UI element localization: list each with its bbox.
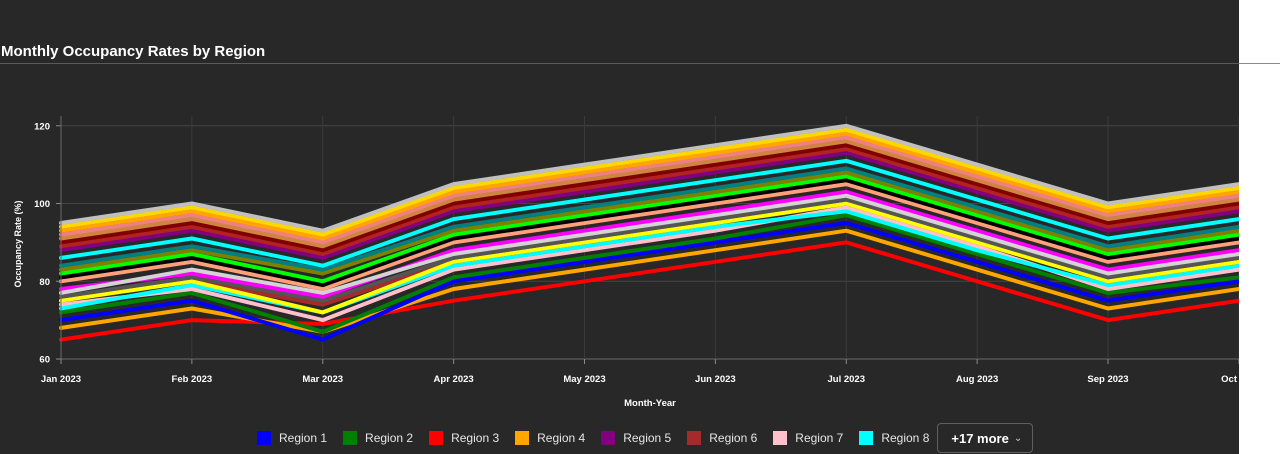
- legend-swatch: [515, 431, 530, 445]
- series-line[interactable]: [59, 143, 1239, 253]
- chevron-down-icon: ⌄: [1013, 432, 1023, 444]
- legend-swatch: [429, 431, 444, 445]
- legend-item[interactable]: Region 3: [429, 431, 499, 445]
- legend-label: Region 4: [537, 431, 586, 445]
- legend-item[interactable]: Region 1: [257, 431, 327, 445]
- x-tick-label: Jun 2023: [695, 374, 736, 385]
- series-line[interactable]: [59, 123, 1239, 233]
- series-line[interactable]: [59, 166, 1239, 272]
- x-tick-label: Jan 2023: [41, 374, 81, 385]
- legend-label: Region 7: [795, 431, 844, 445]
- series-line[interactable]: [59, 170, 1239, 276]
- series-line[interactable]: [59, 197, 1239, 303]
- series-line[interactable]: [59, 221, 1239, 342]
- x-tick-label: Sep 2023: [1087, 374, 1128, 385]
- legend-more-label: +17 more: [951, 430, 1009, 446]
- series-line[interactable]: [59, 174, 1239, 284]
- legend-swatch: [601, 431, 616, 445]
- series-line[interactable]: [59, 193, 1239, 295]
- legend-swatch: [687, 431, 702, 445]
- divider: [1239, 63, 1280, 64]
- chart-panel: Monthly Occupancy Rates by Region 60 80 10…: [0, 0, 1239, 454]
- legend-item[interactable]: Region 8: [859, 431, 929, 445]
- x-tick-label: Jul 2023: [828, 374, 866, 385]
- axes: 60 80 100 120 Jan 2023 Feb 2023 Mar 2023 Apr 20…: [13, 116, 1239, 409]
- legend-swatch: [257, 431, 271, 445]
- x-tick-label: Oct: [1221, 374, 1238, 385]
- legend-label: Region 3: [451, 431, 500, 445]
- y-axis-title: Occupancy Rate (%): [13, 200, 23, 287]
- series-line[interactable]: [59, 182, 1239, 291]
- legend-item[interactable]: Region 4: [515, 431, 585, 445]
- legend-swatch: [773, 431, 788, 445]
- legend: Region 1 Region 2 Region 3 Region 4 Region 5…: [257, 422, 1034, 454]
- series-line[interactable]: [59, 178, 1239, 288]
- series-line[interactable]: [59, 127, 1239, 237]
- legend-item[interactable]: Region 2: [343, 431, 413, 445]
- series-line[interactable]: [59, 151, 1239, 260]
- legend-item[interactable]: Region 5: [601, 431, 671, 445]
- x-tick-label: Apr 2023: [434, 374, 474, 385]
- y-tick-label: 100: [34, 199, 50, 210]
- chart-title: Monthly Occupancy Rates by Region: [1, 43, 266, 60]
- series-line[interactable]: [59, 139, 1239, 249]
- series-line[interactable]: [59, 147, 1239, 256]
- title-divider: [0, 63, 1280, 64]
- series-lines: [59, 123, 1239, 342]
- y-tick-label: 60: [39, 355, 50, 366]
- x-tick-label: Mar 2023: [302, 374, 343, 385]
- y-tick-label: 120: [34, 121, 50, 132]
- series-line[interactable]: [59, 158, 1239, 268]
- legend-swatch: [859, 431, 874, 445]
- legend-item[interactable]: Region 6: [687, 431, 757, 445]
- legend-label: Region 5: [623, 431, 672, 445]
- legend-label: Region 1: [279, 431, 328, 445]
- legend-swatch: [343, 431, 358, 445]
- series-line[interactable]: [59, 201, 1239, 315]
- line-chart: 60 80 100 120 Jan 2023 Feb 2023 Mar 2023 Apr 20…: [13, 116, 1239, 409]
- legend-label: Region 6: [709, 431, 758, 445]
- series-line[interactable]: [59, 131, 1239, 241]
- legend-label: Region 8: [881, 431, 930, 445]
- series-line[interactable]: [59, 135, 1239, 245]
- legend-more-button[interactable]: +17 more ⌄: [937, 423, 1034, 453]
- y-tick-label: 80: [39, 277, 50, 288]
- series-line[interactable]: [59, 213, 1239, 334]
- legend-label: Region 2: [365, 431, 414, 445]
- x-axis-title: Month-Year: [624, 398, 676, 409]
- x-tick-label: Feb 2023: [172, 374, 213, 385]
- x-tick-label: May 2023: [563, 374, 605, 385]
- series-line[interactable]: [59, 189, 1239, 299]
- x-tick-label: Aug 2023: [956, 374, 998, 385]
- legend-item[interactable]: Region 7: [773, 431, 843, 445]
